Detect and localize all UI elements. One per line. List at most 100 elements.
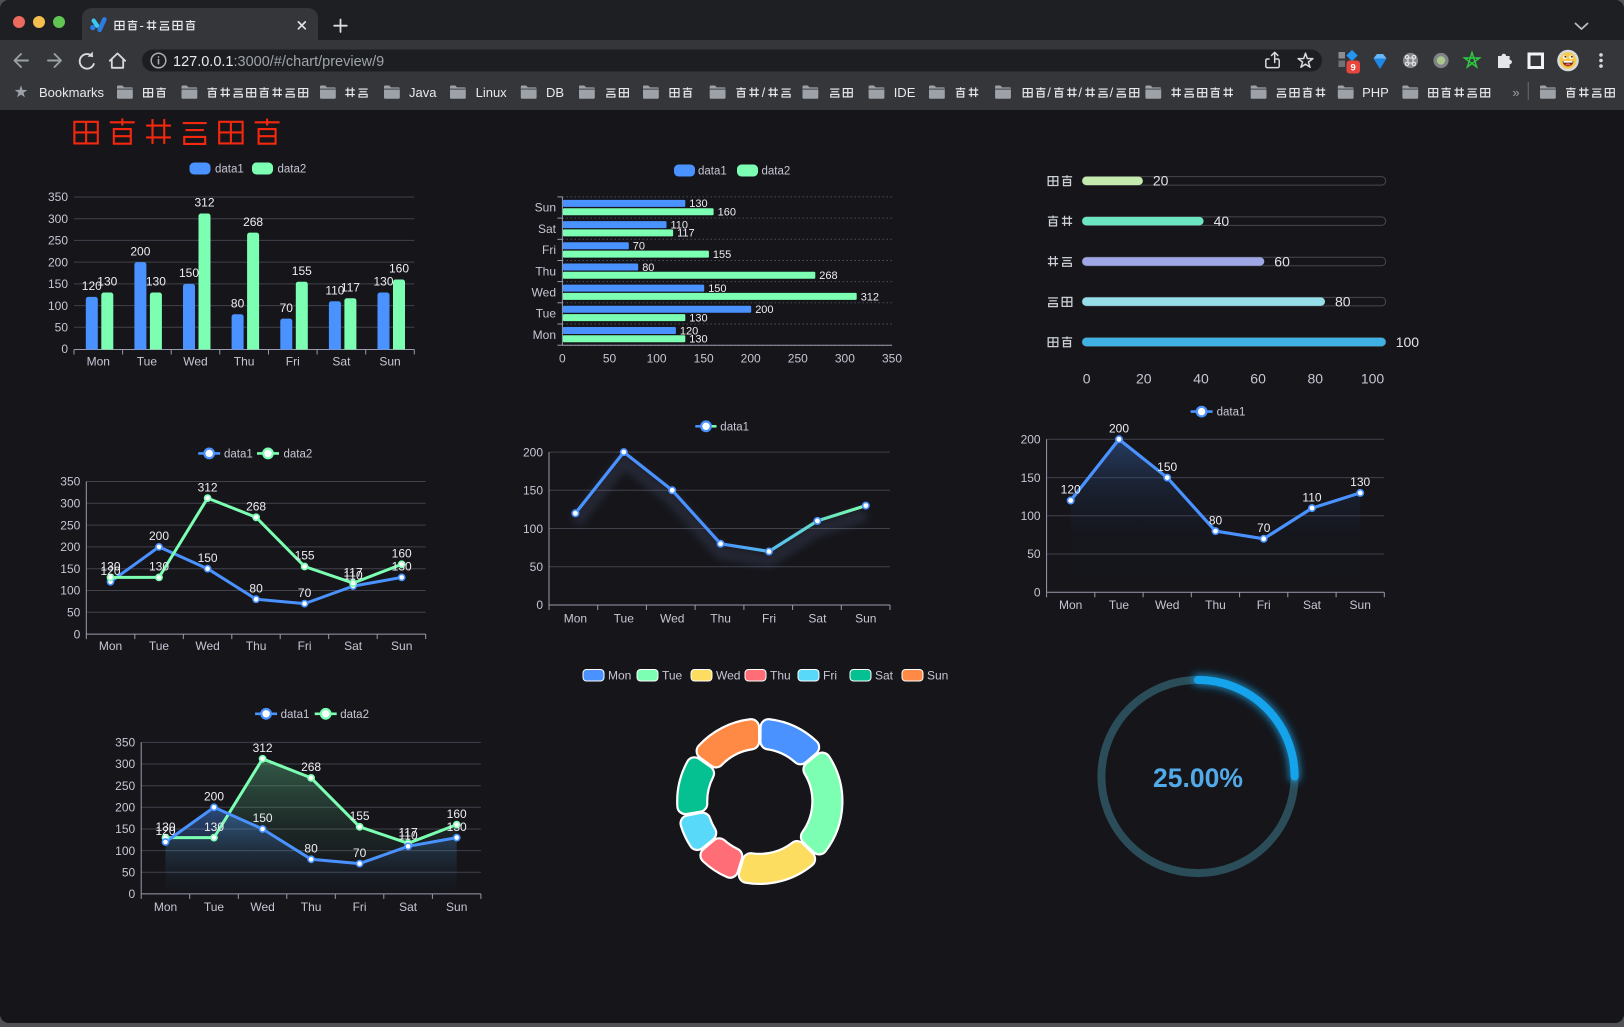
svg-text:PHP: PHP	[1362, 85, 1389, 100]
svg-text:data1: data1	[698, 166, 727, 178]
svg-text:50: 50	[122, 866, 136, 880]
svg-text:Thu: Thu	[234, 355, 255, 369]
svg-text:200: 200	[741, 352, 761, 366]
svg-text:70: 70	[633, 241, 645, 253]
svg-text:150: 150	[253, 811, 273, 825]
svg-text:110: 110	[1302, 490, 1321, 504]
svg-text:268: 268	[819, 270, 837, 282]
svg-text:100: 100	[1396, 334, 1420, 350]
svg-text:Wed: Wed	[250, 900, 274, 914]
svg-text:Fri: Fri	[298, 639, 312, 653]
svg-text:120: 120	[155, 824, 175, 838]
svg-text:80: 80	[249, 581, 263, 595]
svg-text:9: 9	[1351, 63, 1356, 74]
svg-text:Thu: Thu	[535, 264, 556, 278]
svg-text:130: 130	[392, 560, 412, 574]
svg-text:150: 150	[48, 277, 68, 291]
svg-text:100: 100	[60, 584, 80, 598]
svg-text:160: 160	[389, 262, 409, 276]
svg-text:Sun: Sun	[379, 355, 400, 369]
svg-text:Tue: Tue	[614, 612, 635, 626]
svg-text:data1: data1	[215, 164, 244, 176]
svg-text:Linux: Linux	[476, 85, 508, 100]
svg-text:60: 60	[1250, 370, 1266, 386]
svg-text:Fri: Fri	[353, 900, 367, 914]
svg-text:130: 130	[149, 560, 169, 574]
svg-text:0: 0	[1083, 370, 1091, 386]
svg-text:155: 155	[350, 809, 370, 823]
svg-text:350: 350	[882, 352, 902, 366]
svg-text:data2: data2	[762, 166, 791, 178]
svg-text:/: /	[1110, 85, 1114, 100]
svg-text:Thu: Thu	[301, 900, 322, 914]
svg-text:0: 0	[559, 352, 566, 366]
svg-text:120: 120	[680, 325, 698, 337]
svg-text:Fri: Fri	[762, 612, 776, 626]
svg-text:110: 110	[344, 568, 363, 582]
svg-text:50: 50	[530, 560, 544, 574]
svg-text:data1: data1	[720, 421, 749, 433]
svg-text:20: 20	[1153, 173, 1169, 189]
svg-text:250: 250	[115, 779, 135, 793]
svg-text:Sat: Sat	[808, 612, 827, 626]
svg-text:data2: data2	[278, 164, 307, 176]
svg-text:70: 70	[353, 846, 367, 860]
svg-text:Mon: Mon	[608, 668, 631, 682]
svg-text:Sun: Sun	[1350, 598, 1371, 612]
svg-text:100: 100	[48, 299, 68, 313]
svg-text:40: 40	[1193, 370, 1209, 386]
svg-text:130: 130	[689, 313, 707, 325]
svg-text:300: 300	[115, 757, 135, 771]
svg-text:-: -	[140, 18, 144, 33]
svg-text:117: 117	[344, 565, 363, 579]
svg-text:80: 80	[1335, 294, 1351, 310]
svg-text:200: 200	[1021, 433, 1041, 447]
svg-text:312: 312	[253, 741, 273, 755]
svg-text:70: 70	[1257, 521, 1271, 535]
svg-text:50: 50	[67, 606, 81, 620]
svg-text:250: 250	[788, 352, 808, 366]
svg-text:/: /	[762, 85, 766, 100]
svg-text:117: 117	[341, 280, 360, 294]
svg-text:Thu: Thu	[770, 668, 791, 682]
svg-text:130: 130	[689, 334, 707, 346]
svg-text:Thu: Thu	[1205, 598, 1226, 612]
svg-text:350: 350	[115, 736, 135, 750]
svg-text:300: 300	[835, 352, 855, 366]
svg-text:200: 200	[60, 540, 80, 554]
svg-text:150: 150	[694, 352, 714, 366]
svg-text:data2: data2	[284, 448, 313, 460]
svg-text:Fri: Fri	[823, 668, 837, 682]
svg-text:130: 130	[146, 275, 166, 289]
svg-text:Sun: Sun	[855, 612, 876, 626]
svg-text:110: 110	[399, 829, 418, 843]
svg-text:40: 40	[1214, 213, 1230, 229]
svg-text:Fri: Fri	[1257, 598, 1271, 612]
svg-text:Wed: Wed	[532, 285, 556, 299]
svg-text:130: 130	[100, 560, 120, 574]
svg-text:Fri: Fri	[286, 355, 300, 369]
svg-text:150: 150	[60, 562, 80, 576]
svg-text:80: 80	[231, 297, 245, 311]
svg-text:200: 200	[48, 255, 68, 269]
svg-text:50: 50	[55, 321, 69, 335]
svg-text:DB: DB	[546, 85, 564, 100]
svg-text:Mon: Mon	[87, 355, 110, 369]
svg-text:Sun: Sun	[446, 900, 467, 914]
svg-text:data1: data1	[281, 709, 310, 721]
svg-text:Tue: Tue	[536, 307, 557, 321]
svg-text:Tue: Tue	[137, 355, 158, 369]
svg-text:100: 100	[523, 522, 543, 536]
svg-text:130: 130	[97, 275, 117, 289]
svg-text:0: 0	[61, 342, 68, 356]
svg-text:Wed: Wed	[1155, 598, 1179, 612]
svg-text:Mon: Mon	[99, 639, 122, 653]
svg-text:0: 0	[1034, 586, 1041, 600]
svg-text:200: 200	[130, 244, 150, 258]
svg-text:Wed: Wed	[183, 355, 207, 369]
svg-text:80: 80	[1209, 513, 1223, 527]
svg-text:130: 130	[204, 820, 224, 834]
svg-text:Sat: Sat	[344, 639, 363, 653]
svg-text:250: 250	[48, 234, 68, 248]
svg-text:0: 0	[536, 598, 543, 612]
